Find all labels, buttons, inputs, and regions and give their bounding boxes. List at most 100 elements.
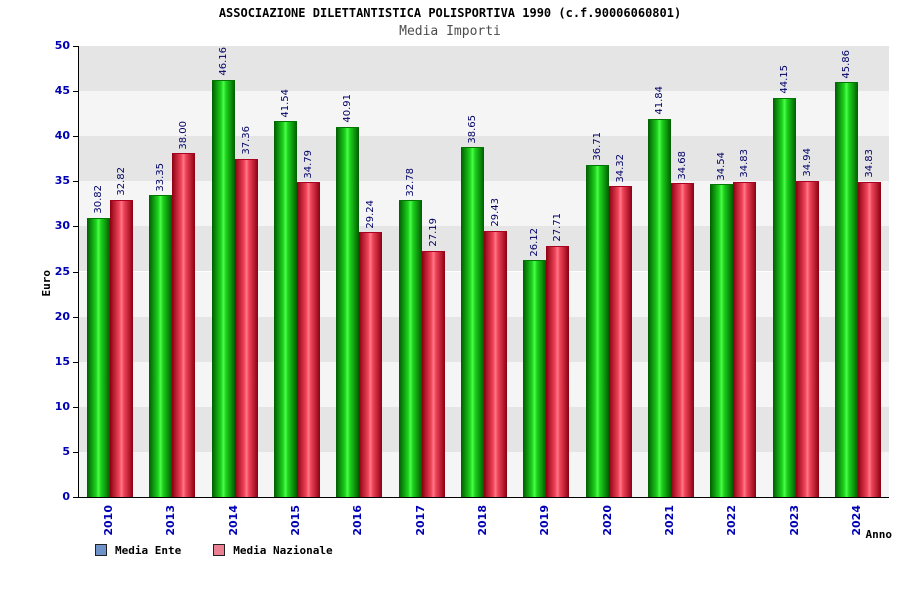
bar-wrap: 27.19	[421, 46, 445, 497]
bar-media-nazionale	[733, 181, 757, 497]
y-tick-label: 15	[54, 354, 70, 368]
bar-media-ente	[710, 184, 734, 497]
x-tick-label: 2013	[164, 505, 178, 536]
bar-media-nazionale	[297, 182, 321, 497]
bar-wrap: 40.91	[336, 46, 360, 497]
y-tick-label: 45	[54, 84, 70, 98]
bar-value-label: 29.24	[365, 199, 377, 229]
bar-wrap: 29.43	[484, 46, 508, 497]
y-tick-mark	[73, 136, 78, 138]
x-tick-label: 2019	[538, 505, 552, 536]
bar-group-2010: 30.82 32.82	[79, 46, 141, 497]
x-tick-label: 2010	[102, 505, 116, 536]
bar-value-label: 34.94	[801, 148, 813, 177]
bar-value-label: 32.78	[404, 167, 416, 197]
bar-wrap: 34.83	[733, 46, 757, 497]
bar-value-label: 38.00	[178, 120, 190, 150]
chart-title: ASSOCIAZIONE DILETTANTISTICA POLISPORTIV…	[218, 6, 682, 20]
bar-group-2015: 41.54 34.79	[266, 46, 328, 497]
bar-media-nazionale	[110, 199, 134, 497]
chart-subtitle: Media Importi	[399, 24, 501, 39]
x-tick-label: 2016	[351, 505, 365, 536]
bar-groups: 30.82 32.82 33.35 38.00 46.16 37.36 41.54 34.79…	[79, 46, 889, 497]
bar-group-2020: 36.71 34.32	[578, 46, 640, 497]
bar-media-nazionale	[421, 250, 445, 497]
legend: Media Ente Media Nazionale	[95, 542, 333, 558]
bar-media-ente	[336, 127, 360, 497]
bar-media-nazionale	[608, 186, 632, 497]
bar-value-label: 30.82	[93, 185, 105, 215]
bar-value-label: 41.84	[653, 85, 665, 115]
bar-wrap: 38.65	[461, 46, 485, 497]
bar-wrap: 26.12	[523, 46, 547, 497]
bar-value-label: 37.36	[240, 126, 252, 156]
bar-value-label: 38.65	[467, 114, 479, 144]
x-tick-label: 2015	[289, 505, 303, 536]
bar-value-label: 33.35	[155, 162, 167, 192]
bar-wrap: 34.83	[857, 46, 881, 497]
bar-media-ente	[772, 97, 796, 497]
bar-media-nazionale	[857, 181, 881, 497]
y-tick-label: 40	[54, 129, 70, 143]
x-tick-label: 2023	[787, 505, 801, 536]
bar-group-2013: 33.35 38.00	[141, 46, 203, 497]
y-tick-mark	[73, 361, 78, 363]
bar-wrap: 34.68	[670, 46, 694, 497]
y-tick-mark	[73, 316, 78, 318]
bar-media-nazionale	[484, 230, 508, 497]
bar-wrap: 34.54	[710, 46, 734, 497]
bar-media-ente	[149, 195, 173, 497]
y-tick-label: 30	[54, 219, 70, 233]
x-axis-title: Anno	[865, 528, 893, 541]
bar-group-2018: 38.65 29.43	[453, 46, 515, 497]
bar-wrap: 45.86	[834, 46, 858, 497]
bar-value-label: 34.83	[863, 149, 875, 178]
x-tick-label: 2024	[849, 505, 863, 536]
y-tick-label: 0	[62, 490, 70, 503]
bar-value-label: 27.71	[552, 213, 564, 243]
y-tick-mark	[73, 91, 78, 93]
bar-wrap: 36.71	[585, 46, 609, 497]
bar-media-ente	[211, 79, 235, 497]
bar-group-2014: 46.16 37.36	[204, 46, 266, 497]
bar-media-ente	[87, 218, 111, 497]
y-tick-label: 50	[54, 39, 70, 52]
y-tick-label: 35	[54, 174, 70, 188]
bar-group-2017: 32.78 27.19	[391, 46, 453, 497]
x-tick-label: 2014	[226, 505, 240, 536]
bar-media-nazionale	[795, 180, 819, 497]
x-tick-label: 2017	[413, 505, 427, 536]
legend-label-media-ente: Media Ente	[115, 543, 182, 557]
bar-wrap: 29.24	[359, 46, 383, 497]
bar-value-label: 34.54	[716, 151, 728, 181]
bar-wrap: 30.82	[87, 46, 111, 497]
bar-value-label: 45.86	[840, 49, 852, 79]
bar-wrap: 37.36	[234, 46, 258, 497]
bar-wrap: 32.82	[110, 46, 134, 497]
bar-wrap: 38.00	[172, 46, 196, 497]
x-tick-label: 2018	[476, 505, 489, 536]
bar-group-2022: 34.54 34.83	[702, 46, 764, 497]
bar-group-2016: 40.91 29.24	[328, 46, 390, 497]
legend-swatch-media-ente	[95, 544, 107, 556]
bar-media-nazionale	[546, 246, 570, 497]
bar-media-nazionale	[172, 153, 196, 497]
legend-label-media-nazionale: Media Nazionale	[233, 543, 333, 557]
bar-wrap: 33.35	[149, 46, 173, 497]
bar-media-ente	[647, 118, 671, 497]
y-tick-mark	[73, 406, 78, 408]
bar-value-label: 46.16	[217, 47, 229, 76]
bar-media-ente	[834, 82, 858, 497]
bar-media-ente	[585, 164, 609, 497]
bar-media-ente	[398, 200, 422, 497]
bar-value-label: 26.12	[529, 227, 541, 257]
bar-wrap: 41.84	[647, 46, 671, 497]
bar-wrap: 34.94	[795, 46, 819, 497]
bar-group-2021: 41.84 34.68	[640, 46, 702, 497]
bar-wrap: 46.16	[211, 46, 235, 497]
bar-wrap: 44.15	[772, 46, 796, 497]
bar-value-label: 36.71	[591, 132, 603, 161]
plot-area: 30.82 32.82 33.35 38.00 46.16 37.36 41.54 34.79…	[78, 46, 889, 498]
x-tick-label: 2022	[725, 505, 739, 536]
